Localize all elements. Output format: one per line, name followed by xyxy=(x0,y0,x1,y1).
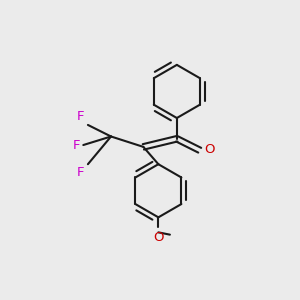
Text: F: F xyxy=(77,166,85,179)
Text: O: O xyxy=(204,143,214,156)
Text: O: O xyxy=(153,231,164,244)
Text: F: F xyxy=(72,139,80,152)
Text: F: F xyxy=(77,110,85,123)
